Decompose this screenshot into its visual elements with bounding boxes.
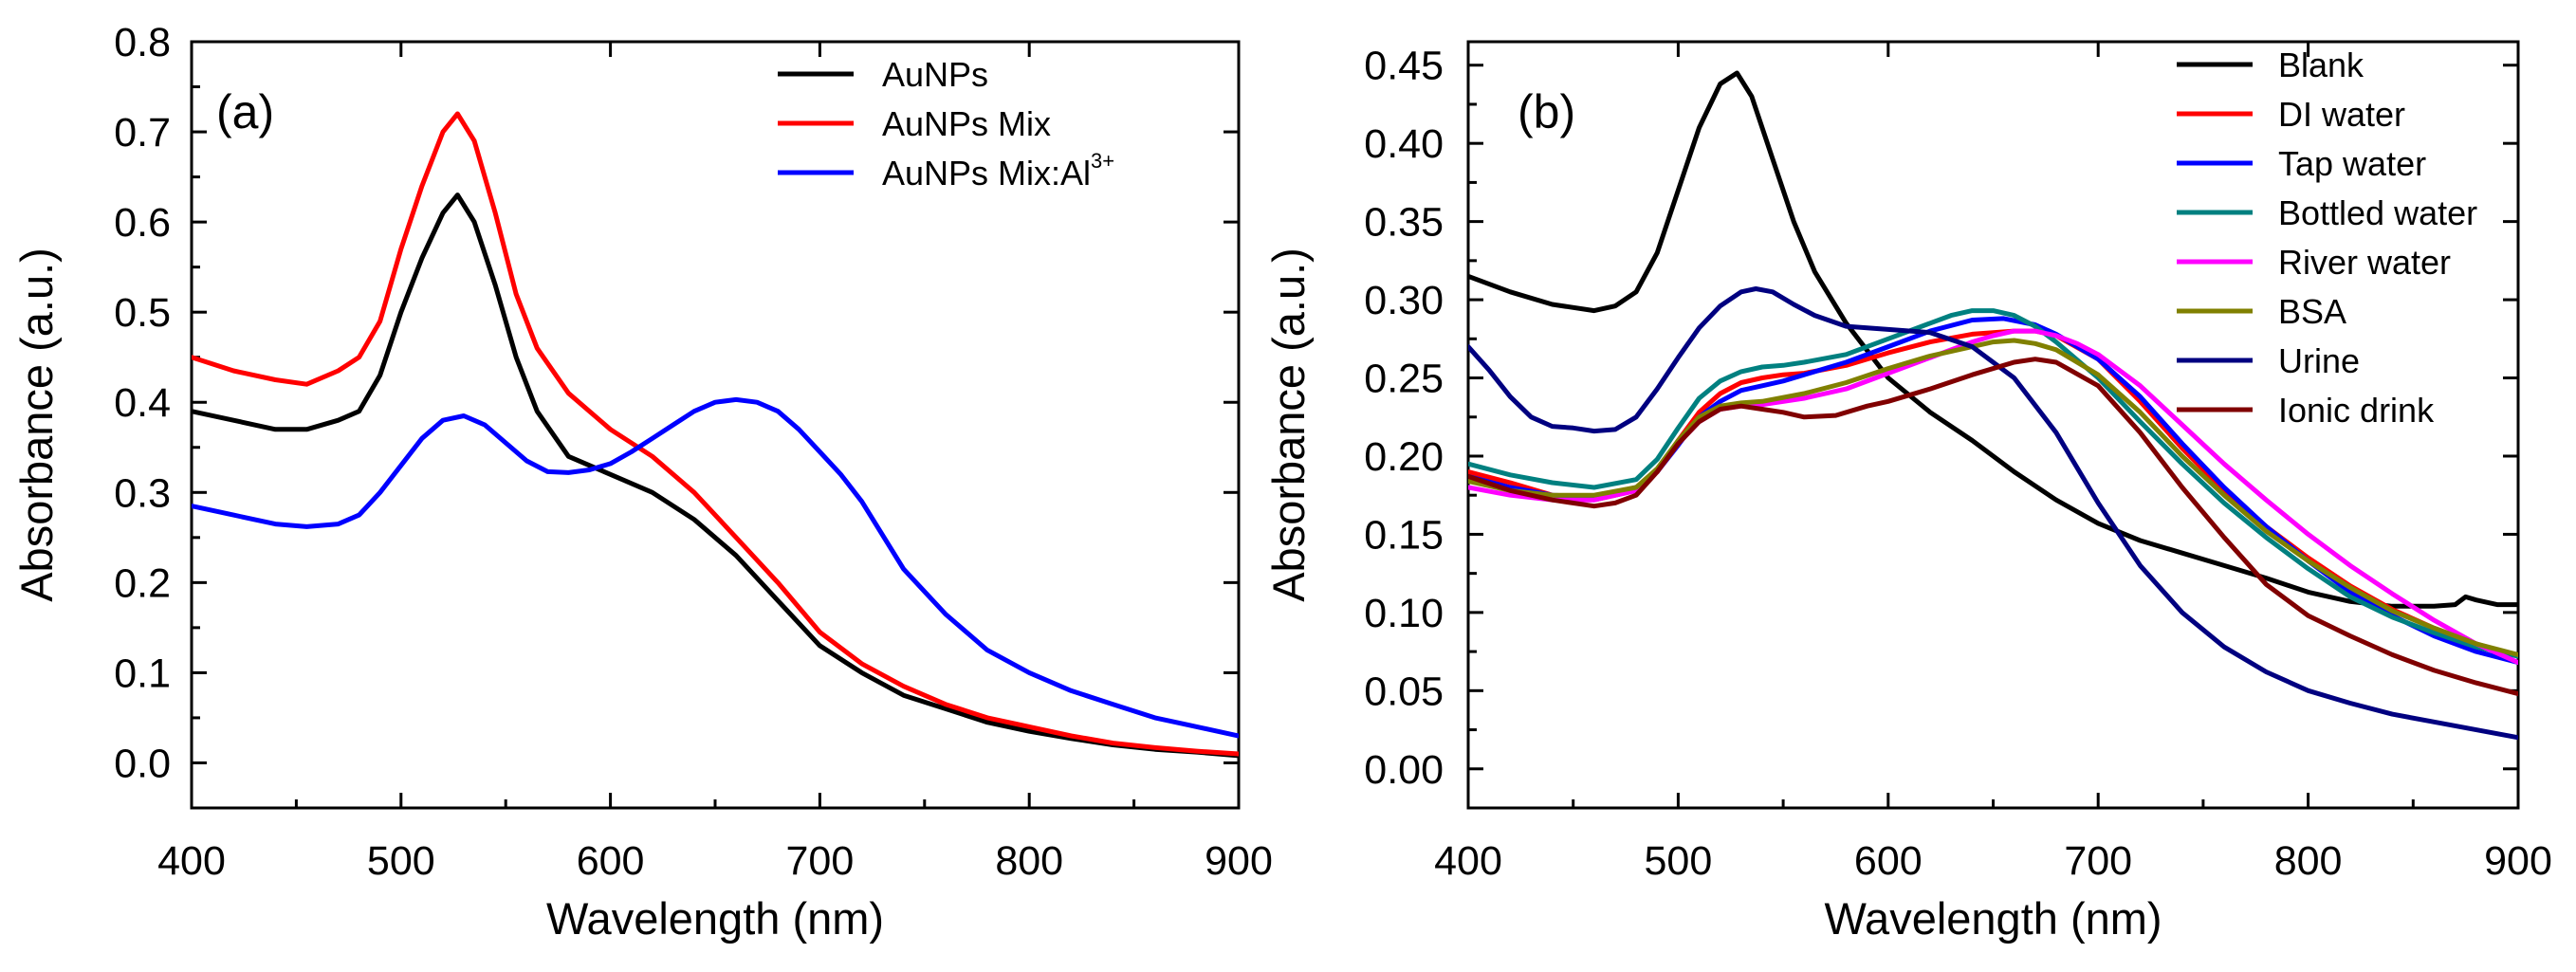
panel-label: (a) <box>216 85 274 138</box>
y-tick-label: 0.30 <box>1364 278 1444 323</box>
series-line-aunps-mix <box>192 111 1239 757</box>
legend-label-urine: Urine <box>2278 341 2360 380</box>
y-tick-label: 0.1 <box>114 651 171 696</box>
y-tick-label: 0.8 <box>114 20 171 65</box>
legend-label-di-water: DI water <box>2278 95 2405 134</box>
y-tick-label: 0.25 <box>1364 357 1444 402</box>
y-tick-label: 0.35 <box>1364 200 1444 246</box>
panel-a: 400 500 600 700 800 900 0.0 0.1 0.2 0.3 0.4 0.5 0.6 0… <box>11 20 1273 944</box>
series-line-blank <box>1468 70 2518 609</box>
y-tick-label: 0.20 <box>1364 434 1444 480</box>
y-axis-label: Absorbance (a.u.) <box>11 248 62 602</box>
y-tick-label: 0.2 <box>114 560 171 606</box>
series-line-ionic-drink <box>1468 357 2518 697</box>
panel-b: 400 500 600 700 800 900 0.00 0.05 0.10 0.15 0.20 0.… <box>1263 40 2552 944</box>
legend-label-blank: Blank <box>2278 46 2364 84</box>
x-axis-label: Wavelength (nm) <box>546 893 884 944</box>
legend-label-ionic-drink: Ionic drink <box>2278 391 2435 430</box>
series-line-aunps <box>192 193 1239 759</box>
y-tick-label: 0.6 <box>114 200 171 246</box>
y-tick-label: 0.4 <box>114 380 171 426</box>
legend-label-bottled-water: Bottled water <box>2278 193 2477 232</box>
legend-label-bsa: BSA <box>2278 292 2346 331</box>
x-tick-label: 600 <box>1854 838 1923 884</box>
y-tick-label: 0.0 <box>114 741 171 786</box>
x-tick-label: 600 <box>577 838 645 884</box>
y-tick-label: 0.5 <box>114 290 171 336</box>
x-tick-label: 800 <box>995 838 1063 884</box>
x-tick-label: 800 <box>2274 838 2343 884</box>
y-tick-label: 0.15 <box>1364 512 1444 558</box>
y-tick-label: 0.00 <box>1364 747 1444 793</box>
y-tick-label: 0.3 <box>114 470 171 516</box>
x-tick-label: 900 <box>2484 838 2552 884</box>
y-axis-label: Absorbance (a.u.) <box>1263 248 1314 602</box>
panel-label: (b) <box>1518 85 1575 138</box>
y-tick-label: 0.7 <box>114 110 171 156</box>
legend-label-river-water: River water <box>2278 243 2451 282</box>
legend-label-aunps-mix-al: AuNPs Mix:Al3+ <box>882 149 1114 193</box>
legend-label-tap-water: Tap water <box>2278 144 2426 183</box>
x-tick-label: 900 <box>1205 838 1273 884</box>
y-tick-label: 0.40 <box>1364 121 1444 167</box>
y-tick-label: 0.05 <box>1364 669 1444 714</box>
x-tick-label: 400 <box>1434 838 1502 884</box>
y-tick-label: 0.10 <box>1364 591 1444 636</box>
legend-label-aunps: AuNPs <box>882 55 988 94</box>
x-axis-label: Wavelength (nm) <box>1824 893 2162 944</box>
x-tick-label: 500 <box>1645 838 1713 884</box>
x-tick-label: 700 <box>2064 838 2132 884</box>
x-tick-label: 700 <box>786 838 855 884</box>
legend-label-aunps-mix: AuNPs Mix <box>882 104 1051 143</box>
legend: AuNPs AuNPs Mix AuNPs Mix:Al3+ <box>778 55 1114 193</box>
series-line-bottled-water <box>1468 308 2518 659</box>
x-tick-label: 500 <box>367 838 435 884</box>
legend: Blank DI water Tap water Bottled water River… <box>2177 46 2477 430</box>
series-line-urine <box>1468 286 2518 741</box>
y-tick-label: 0.45 <box>1364 44 1444 89</box>
x-tick-label: 400 <box>157 838 226 884</box>
series-line-aunps-mix-al <box>192 396 1239 739</box>
